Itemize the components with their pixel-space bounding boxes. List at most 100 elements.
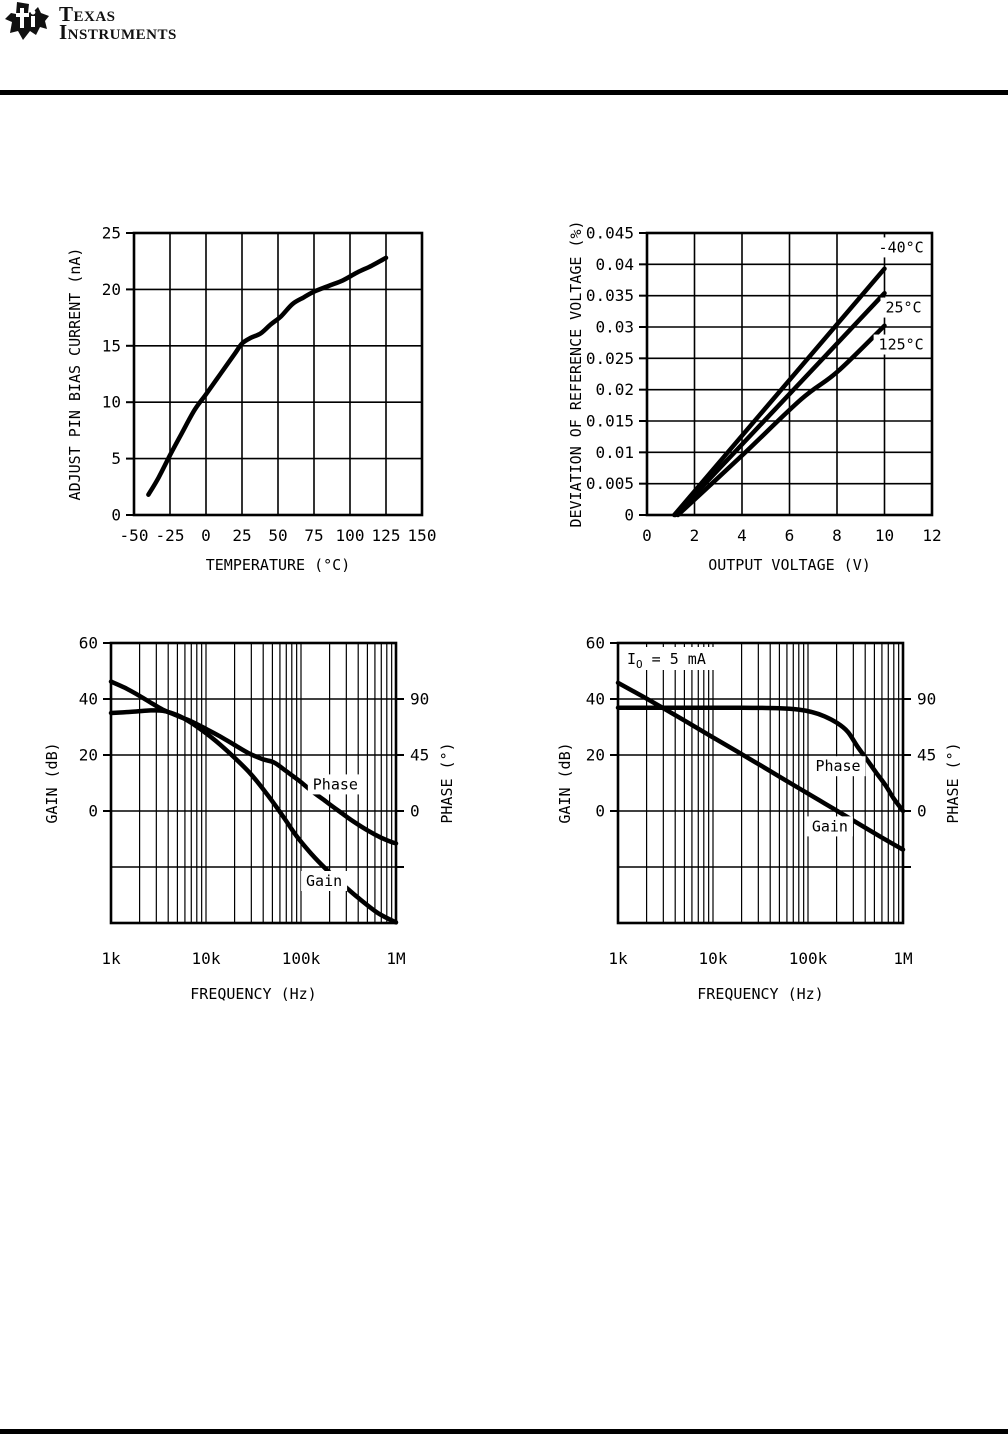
- x-axis-title: TEMPERATURE (°C): [206, 556, 351, 574]
- x-tick-label: 0: [201, 526, 211, 545]
- x-tick-label: 75: [304, 526, 323, 545]
- x-tick-label: -50: [120, 526, 149, 545]
- y-tick-label: 0.005: [586, 474, 634, 493]
- x-axis-title: OUTPUT VOLTAGE (V): [708, 556, 871, 574]
- x-tick-label: 6: [785, 526, 795, 545]
- plot-border: [109, 641, 398, 925]
- ti-logo: Texas Instruments: [5, 2, 177, 44]
- y-tick-label-right: 0: [917, 802, 927, 821]
- y-tick-label-right: 45: [917, 746, 936, 765]
- x-tick-label: 1k: [101, 949, 121, 968]
- y-tick-label: 0.01: [595, 443, 634, 462]
- x-tick-label: 100k: [789, 949, 828, 968]
- y-tick-label: 0: [88, 802, 98, 821]
- phase-curve: [615, 705, 906, 814]
- curve-label-bg: [873, 237, 929, 258]
- x-tick-label: 10k: [192, 949, 221, 968]
- y-tick-label: 0: [595, 802, 605, 821]
- x-tick-label: 100k: [282, 949, 321, 968]
- adjust-pin-bias-current-curve: [146, 255, 389, 497]
- logo-line2: Instruments: [59, 20, 177, 44]
- y-tick-label: 40: [79, 690, 98, 709]
- minus-40C-curve: [672, 266, 887, 518]
- x-tick-label: 12: [922, 526, 941, 545]
- annotation-io: IO = 5 mA: [627, 650, 706, 671]
- gain-curve: [108, 708, 399, 925]
- x-tick-label: 100: [336, 526, 365, 545]
- curve-label-bg: [806, 816, 853, 837]
- texas-state-ti-icon: [5, 2, 49, 40]
- curve-label-125C: 125°C: [879, 336, 924, 354]
- y-tick-label: 60: [79, 634, 98, 653]
- x-tick-label: -25: [156, 526, 185, 545]
- ti-logo-text: Texas Instruments: [59, 2, 177, 44]
- top-rule: [0, 90, 1008, 95]
- curve-label-minus-40C: -40°C: [879, 238, 924, 256]
- curve-label-bg: [301, 871, 348, 891]
- curve-label-bg: [880, 297, 927, 318]
- y-tick-label: 0: [624, 506, 634, 525]
- x-tick-label: 1M: [893, 949, 912, 968]
- y-axis-title-left: DEVIATION OF REFERENCE VOLTAGE (%): [567, 220, 585, 527]
- y-tick-label-right: 45: [410, 746, 429, 765]
- y-axis-title-right: PHASE (°): [438, 742, 456, 823]
- x-tick-label: 0: [642, 526, 652, 545]
- curve-label-gain: Gain: [812, 817, 848, 835]
- curve-label-bg: [810, 756, 866, 777]
- plot-border: [645, 231, 934, 517]
- y-tick-label: 0.03: [595, 318, 634, 337]
- x-axis-title: FREQUENCY (Hz): [190, 985, 316, 1003]
- y-tick-label-right: 0: [410, 802, 420, 821]
- x-tick-label: 1M: [386, 949, 405, 968]
- x-tick-label: 4: [737, 526, 747, 545]
- y-tick-label: 20: [102, 280, 121, 299]
- curve-label-bg: [873, 334, 929, 355]
- x-tick-label: 125: [372, 526, 401, 545]
- logo-line1: Texas: [59, 2, 116, 26]
- y-axis-title-left: GAIN (dB): [556, 742, 574, 823]
- y-axis-title-left: ADJUST PIN BIAS CURRENT (nA): [66, 248, 84, 501]
- plot-border: [132, 231, 424, 517]
- y-tick-label: 0.015: [586, 412, 634, 431]
- bottom-rule: [0, 1429, 1008, 1434]
- x-tick-label: 8: [832, 526, 842, 545]
- y-axis-title-right: PHASE (°): [944, 742, 962, 823]
- curve-label-phase: Phase: [313, 775, 358, 793]
- x-tick-label: 25: [232, 526, 251, 545]
- curve-label-gain: Gain: [306, 872, 342, 890]
- curve-label-bg: [307, 774, 363, 795]
- y-tick-label-right: 90: [917, 690, 936, 709]
- curve-label-phase: Phase: [815, 757, 860, 775]
- x-tick-label: 50: [268, 526, 287, 545]
- phase-curve: [108, 679, 399, 846]
- y-tick-label: 0: [111, 506, 121, 525]
- x-tick-label: 10: [875, 526, 894, 545]
- y-tick-label: 0.045: [586, 224, 634, 243]
- y-axis-title-left: GAIN (dB): [43, 742, 61, 823]
- y-tick-label-right: 90: [410, 690, 429, 709]
- y-tick-label: 15: [102, 336, 121, 355]
- y-tick-label: 40: [586, 690, 605, 709]
- x-tick-label: 10k: [699, 949, 728, 968]
- annotation-bg: [621, 647, 715, 670]
- 125C-curve: [675, 323, 887, 518]
- y-tick-label: 60: [586, 634, 605, 653]
- y-tick-label: 0.035: [586, 286, 634, 305]
- y-tick-label: 20: [79, 746, 98, 765]
- y-tick-label: 25: [102, 224, 121, 243]
- y-tick-label: 0.04: [595, 255, 634, 274]
- x-tick-label: 1k: [608, 949, 628, 968]
- x-tick-label: 2: [690, 526, 700, 545]
- y-tick-label: 0.02: [595, 380, 634, 399]
- curve-label-25C: 25°C: [885, 299, 921, 317]
- x-axis-title: FREQUENCY (Hz): [697, 985, 823, 1003]
- 25C-curve: [673, 290, 887, 518]
- y-tick-label: 5: [111, 449, 121, 468]
- plot-border: [616, 641, 905, 925]
- y-tick-label: 0.025: [586, 349, 634, 368]
- x-tick-label: 150: [408, 526, 437, 545]
- y-tick-label: 10: [102, 393, 121, 412]
- y-tick-label: 20: [586, 746, 605, 765]
